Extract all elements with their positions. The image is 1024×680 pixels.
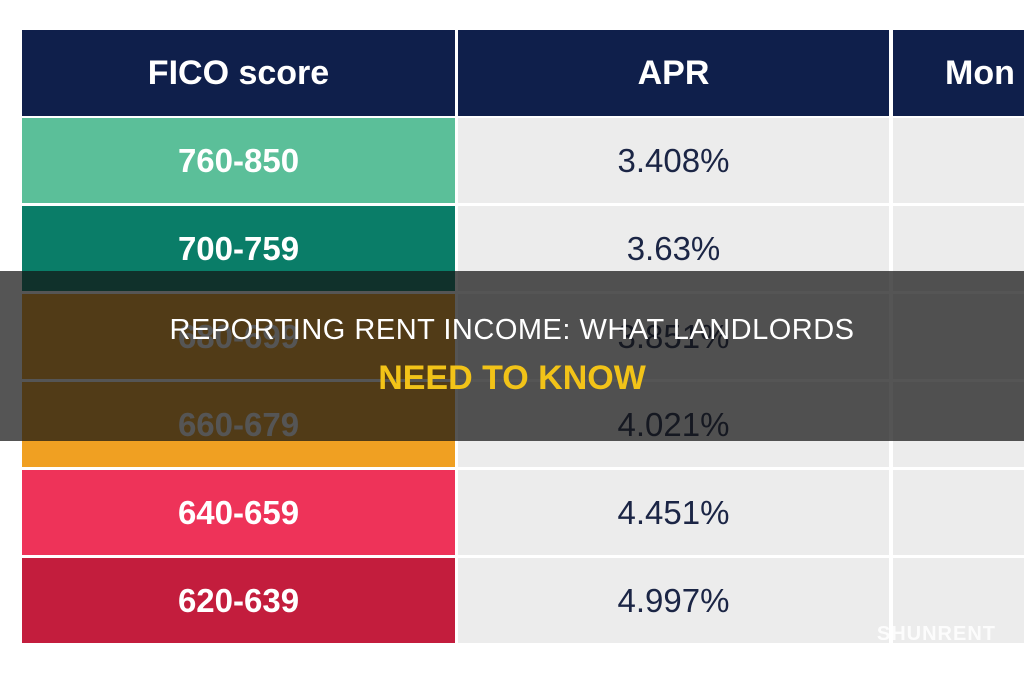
header-cell: APR (458, 30, 889, 116)
score-cell: 620-639 (22, 558, 455, 643)
apr-cell: 3.408% (458, 118, 889, 203)
empty-cell (893, 470, 1024, 555)
header-cell: Mon (893, 30, 1024, 116)
score-cell: 760-850 (22, 118, 455, 203)
empty-cell (893, 558, 1024, 643)
empty-cell (893, 118, 1024, 203)
title-line: NEED TO KNOW (378, 359, 646, 397)
score-cell: 640-659 (22, 470, 455, 555)
watermark: SHUNRENT (876, 623, 996, 645)
title-line: REPORTING RENT INCOME: WHAT LANDLORDS (169, 314, 855, 346)
title-banner: REPORTING RENT INCOME: WHAT LANDLORDS NE… (0, 271, 1024, 441)
apr-cell: 4.997% (458, 558, 889, 643)
header-cell: FICO score (22, 30, 455, 116)
apr-cell: 4.451% (458, 470, 889, 555)
